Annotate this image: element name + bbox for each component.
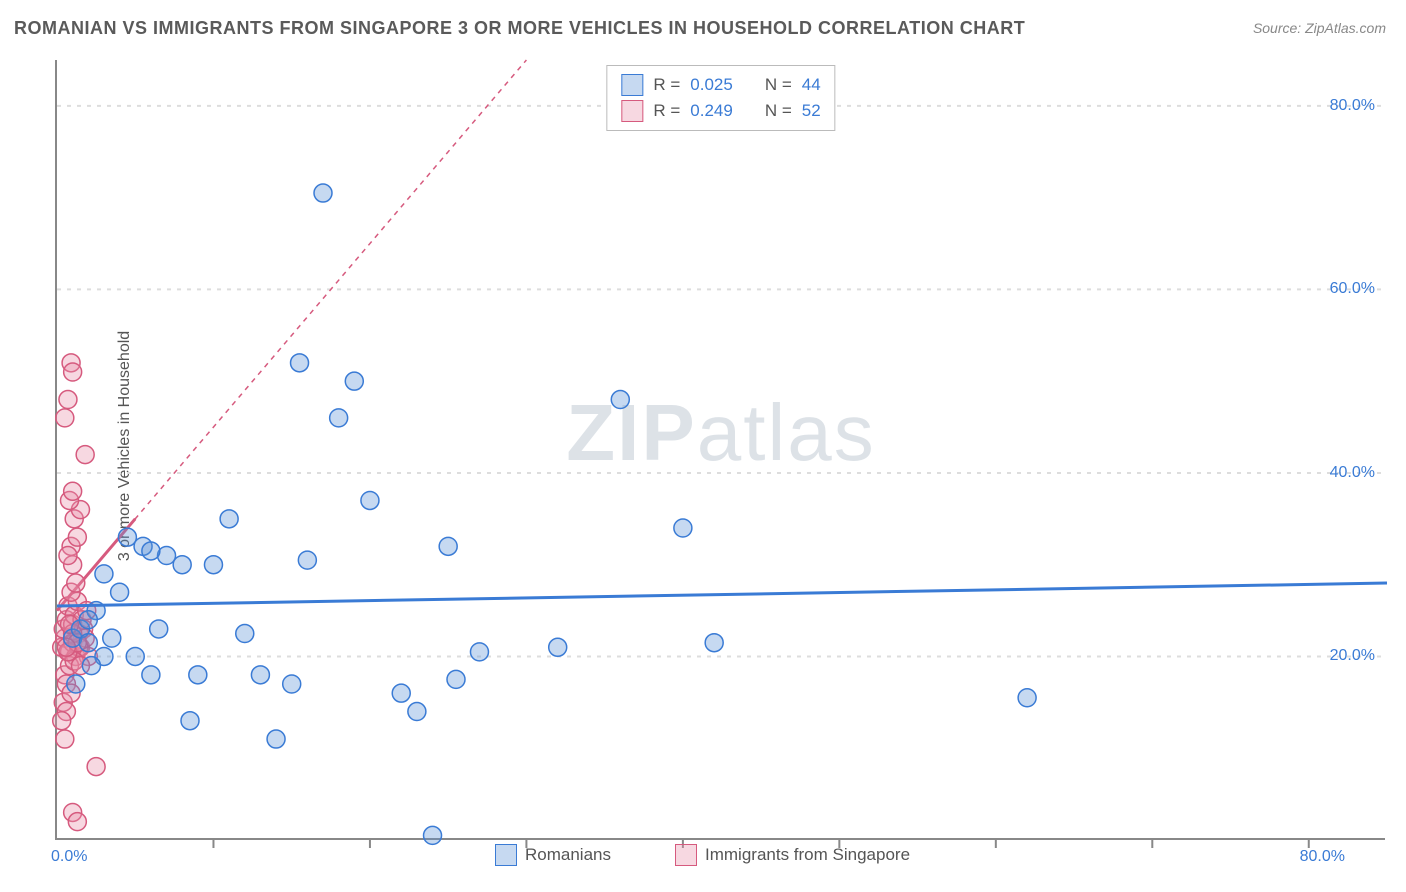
source-attribution: Source: ZipAtlas.com xyxy=(1253,20,1386,36)
r-value-0: 0.025 xyxy=(690,75,733,95)
n-value-1: 52 xyxy=(802,101,821,121)
chart-area: ZIPatlas R = 0.025 N = 44 R = 0.249 N = … xyxy=(55,60,1385,840)
n-label: N = xyxy=(765,101,792,121)
chart-title: ROMANIAN VS IMMIGRANTS FROM SINGAPORE 3 … xyxy=(14,18,1025,39)
legend-label-0: Romanians xyxy=(525,845,611,865)
legend-label-1: Immigrants from Singapore xyxy=(705,845,910,865)
swatch-series-0 xyxy=(621,74,643,96)
plot-box: ZIPatlas R = 0.025 N = 44 R = 0.249 N = … xyxy=(55,60,1385,840)
plot-svg xyxy=(57,60,1385,838)
r-value-1: 0.249 xyxy=(690,101,733,121)
stats-row-series-1: R = 0.249 N = 52 xyxy=(621,98,820,124)
swatch-bottom-1 xyxy=(675,844,697,866)
r-label: R = xyxy=(653,101,680,121)
y-tick-label: 80.0% xyxy=(1330,97,1375,115)
swatch-series-1 xyxy=(621,100,643,122)
stats-row-series-0: R = 0.025 N = 44 xyxy=(621,72,820,98)
n-value-0: 44 xyxy=(802,75,821,95)
bottom-legend-1: Immigrants from Singapore xyxy=(675,844,910,866)
n-label: N = xyxy=(765,75,792,95)
stats-legend-box: R = 0.025 N = 44 R = 0.249 N = 52 xyxy=(606,65,835,131)
bottom-legend-0: Romanians xyxy=(495,844,611,866)
y-tick-label: 40.0% xyxy=(1330,464,1375,482)
y-tick-label: 20.0% xyxy=(1330,647,1375,665)
y-tick-label: 60.0% xyxy=(1330,280,1375,298)
x-tick-min: 0.0% xyxy=(51,848,87,866)
swatch-bottom-0 xyxy=(495,844,517,866)
x-tick-max: 80.0% xyxy=(1300,848,1345,866)
r-label: R = xyxy=(653,75,680,95)
